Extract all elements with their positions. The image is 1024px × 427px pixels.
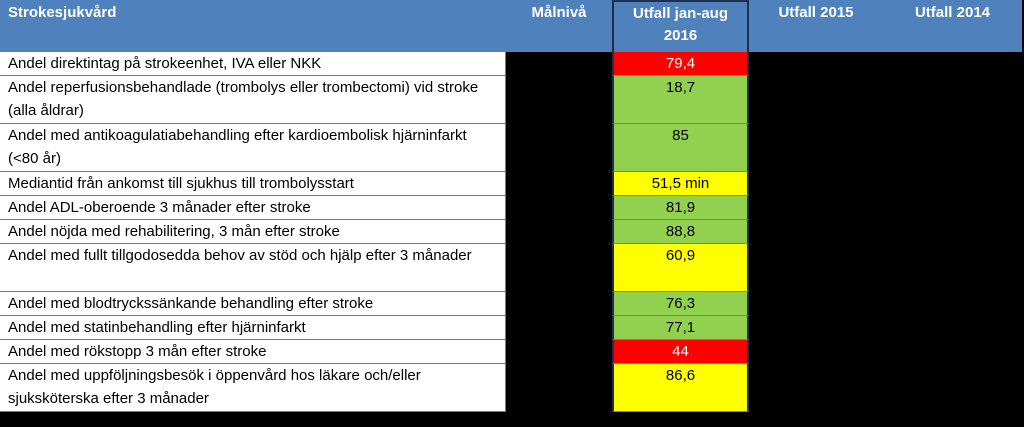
outcome-2015-cell [749,76,883,124]
target-cell [506,76,612,124]
header-current-outcome: Utfall jan-aug 2016 [612,0,749,52]
outcome-cell: 44 [612,340,749,364]
target-cell [506,340,612,364]
target-cell [506,52,612,76]
outcome-2014-cell [883,76,1022,124]
outcome-2015-cell [749,172,883,196]
outcome-2015-cell [749,316,883,340]
row-label: Andel med rökstopp 3 mån efter stroke [0,340,506,364]
outcome-value: 81,9 [665,199,696,216]
target-cell [506,364,612,412]
row-label: Andel nöjda med rehabilitering, 3 mån ef… [0,220,506,244]
outcome-cell: 60,9 [612,244,749,292]
outcome-cell: 79,4 [612,52,749,76]
row-label: Andel med antikoagulatiabehandling efter… [0,124,506,172]
outcome-cell: 77,1 [612,316,749,340]
outcome-2014-cell [883,196,1022,220]
outcome-value: 76,3 [665,295,696,312]
outcome-value: 85 [672,127,689,144]
outcome-value: 60,9 [665,247,696,264]
outcome-value: 86,6 [665,367,696,384]
outcome-cell: 88,8 [612,220,749,244]
target-cell [506,172,612,196]
header-outcome-2015: Utfall 2015 [749,0,883,52]
outcome-2014-cell [883,244,1022,292]
stroke-care-table: Strokesjukvård Målnivå Utfall jan-aug 20… [0,0,1022,412]
outcome-value: 88,8 [665,223,696,240]
outcome-value: 51,5 min [651,175,710,192]
outcome-cell: 76,3 [612,292,749,316]
outcome-2014-cell [883,52,1022,76]
outcome-cell: 18,7 [612,76,749,124]
outcome-2015-cell [749,52,883,76]
target-cell [506,292,612,316]
outcome-2015-cell [749,220,883,244]
outcome-2015-cell [749,196,883,220]
outcome-2014-cell [883,364,1022,412]
row-label: Andel med blodtryckssänkande behandling … [0,292,506,316]
outcome-2015-cell [749,340,883,364]
outcome-2015-cell [749,124,883,172]
header-target-level: Målnivå [506,0,612,52]
outcome-2014-cell [883,316,1022,340]
row-label: Andel med fullt tillgodosedda behov av s… [0,244,506,292]
target-cell [506,196,612,220]
outcome-value: 77,1 [665,319,696,336]
outcome-2015-cell [749,244,883,292]
outcome-2014-cell [883,292,1022,316]
row-label: Andel med uppföljningsbesök i öppenvård … [0,364,506,412]
outcome-value: 18,7 [665,79,696,96]
row-label: Andel direktintag på strokeenhet, IVA el… [0,52,506,76]
outcome-cell: 51,5 min [612,172,749,196]
header-outcome-2014: Utfall 2014 [883,0,1022,52]
target-cell [506,220,612,244]
outcome-value: 44 [672,343,689,360]
outcome-cell: 85 [612,124,749,172]
target-cell [506,124,612,172]
target-cell [506,316,612,340]
row-label: Andel med statinbehandling efter hjärnin… [0,316,506,340]
outcome-cell: 81,9 [612,196,749,220]
outcome-2014-cell [883,220,1022,244]
outcome-2014-cell [883,340,1022,364]
header-current-line2: 2016 [663,27,698,44]
row-label: Mediantid från ankomst till sjukhus till… [0,172,506,196]
row-label: Andel reperfusionsbehandlade (trombolys … [0,76,506,124]
target-cell [506,244,612,292]
outcome-2014-cell [883,172,1022,196]
outcome-2015-cell [749,364,883,412]
header-label-stroke-care: Strokesjukvård [0,0,506,52]
outcome-2014-cell [883,124,1022,172]
header-current-line1: Utfall jan-aug [632,5,728,22]
outcome-2015-cell [749,292,883,316]
outcome-cell: 86,6 [612,364,749,412]
outcome-value: 79,4 [665,55,696,72]
row-label: Andel ADL-oberoende 3 månader efter stro… [0,196,506,220]
